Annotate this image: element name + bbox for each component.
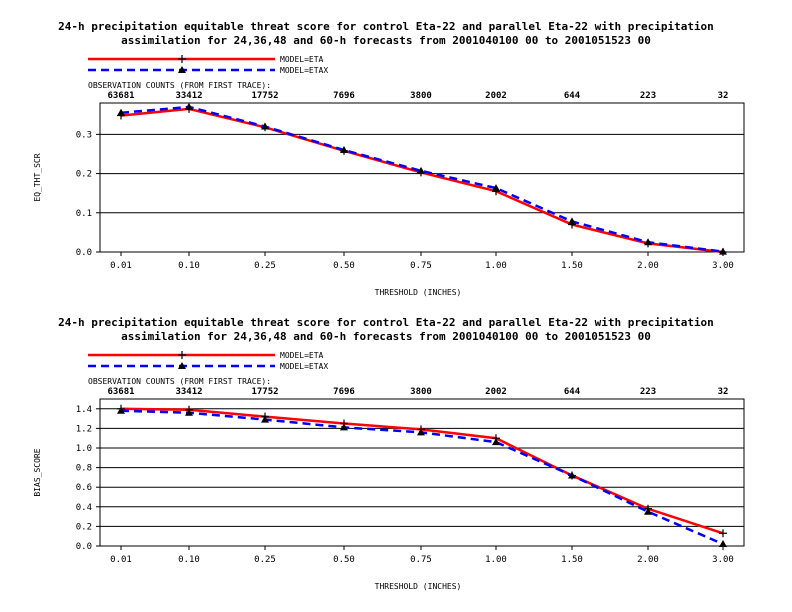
x-tick-label: 1.00 (485, 555, 507, 565)
y-tick-label: 0.2 (76, 170, 92, 180)
observation-count: 17752 (251, 387, 278, 397)
chart-panel-2: 24-h precipitation equitable threat scor… (33, 316, 744, 591)
observation-count: 63681 (107, 387, 134, 397)
observation-count: 17752 (251, 91, 278, 101)
y-tick-label: 0.3 (76, 130, 92, 140)
legend-label-2: MODEL=ETAX (280, 66, 328, 75)
legend-marker-1 (178, 351, 186, 359)
x-tick-label: 0.25 (254, 261, 276, 271)
observation-count: 223 (640, 387, 656, 397)
x-tick-label: 0.75 (410, 261, 432, 271)
data-point-triangle (719, 540, 727, 547)
observation-count: 32 (718, 387, 729, 397)
chart-title-line-1: 24-h precipitation equitable threat scor… (58, 20, 714, 33)
plot-frame (100, 103, 744, 252)
x-tick-label: 0.01 (110, 555, 132, 565)
observation-count: 63681 (107, 91, 134, 101)
x-tick-label: 1.50 (561, 261, 583, 271)
observation-counts-label: OBSERVATION COUNTS (FROM FIRST TRACE): (88, 81, 271, 90)
x-tick-label: 0.25 (254, 555, 276, 565)
observation-count: 33412 (175, 387, 202, 397)
legend: MODEL=ETA MODEL=ETAX (88, 351, 328, 371)
observation-count: 3800 (410, 91, 432, 101)
observation-count: 223 (640, 91, 656, 101)
y-tick-label: 1.0 (76, 444, 92, 454)
chart-title-line-2: assimilation for 24,36,48 and 60-h forec… (121, 330, 651, 343)
observation-count: 3800 (410, 387, 432, 397)
y-tick-label: 0.4 (76, 503, 92, 513)
y-tick-label: 0.2 (76, 522, 92, 532)
legend-label-1: MODEL=ETA (280, 55, 324, 64)
chart-title-line-2: assimilation for 24,36,48 and 60-h forec… (121, 34, 651, 47)
series-2 (117, 103, 727, 255)
series-1 (117, 105, 727, 256)
y-tick-label: 0.1 (76, 209, 92, 219)
observation-count: 644 (564, 91, 581, 101)
x-tick-label: 3.00 (712, 261, 734, 271)
series-1 (117, 405, 727, 537)
legend-label-1: MODEL=ETA (280, 351, 324, 360)
y-tick-label: 0.6 (76, 483, 92, 493)
legend-marker-1 (178, 55, 186, 63)
x-tick-label: 0.50 (333, 261, 355, 271)
legend-label-2: MODEL=ETAX (280, 362, 328, 371)
chart-canvas: 24-h precipitation equitable threat scor… (0, 0, 792, 612)
series-line (121, 409, 723, 533)
x-tick-label: 0.10 (178, 261, 200, 271)
chart-panel-1: 24-h precipitation equitable threat scor… (33, 20, 744, 297)
x-tick-label: 2.00 (637, 555, 659, 565)
y-tick-label: 0.8 (76, 464, 92, 474)
x-tick-label: 0.50 (333, 555, 355, 565)
x-tick-label: 2.00 (637, 261, 659, 271)
chart-title-line-1: 24-h precipitation equitable threat scor… (58, 316, 714, 329)
series-line (121, 107, 723, 252)
observation-count: 32 (718, 91, 729, 101)
y-tick-label: 1.2 (76, 424, 92, 434)
legend: MODEL=ETA MODEL=ETAX (88, 55, 328, 75)
observation-count: 33412 (175, 91, 202, 101)
x-tick-label: 0.75 (410, 555, 432, 565)
observation-count: 644 (564, 387, 581, 397)
y-tick-label: 0.0 (76, 542, 92, 552)
x-tick-label: 1.50 (561, 555, 583, 565)
observation-count: 2002 (485, 91, 507, 101)
x-tick-label: 0.10 (178, 555, 200, 565)
observation-count: 2002 (485, 387, 507, 397)
x-tick-label: 3.00 (712, 555, 734, 565)
x-tick-label: 1.00 (485, 261, 507, 271)
y-tick-label: 0.0 (76, 248, 92, 258)
observation-count: 7696 (333, 387, 355, 397)
observation-counts-label: OBSERVATION COUNTS (FROM FIRST TRACE): (88, 377, 271, 386)
x-axis-label: THRESHOLD (INCHES) (375, 582, 462, 591)
observation-count: 7696 (333, 91, 355, 101)
x-tick-label: 0.01 (110, 261, 132, 271)
plot-frame (100, 399, 744, 546)
y-axis-label: BIAS_SCORE (33, 448, 42, 496)
x-axis-label: THRESHOLD (INCHES) (375, 288, 462, 297)
series-line (121, 109, 723, 252)
y-tick-label: 1.4 (76, 405, 92, 415)
y-axis-label: EQ_THT_SCR (33, 153, 42, 201)
data-point-plus (719, 529, 727, 537)
